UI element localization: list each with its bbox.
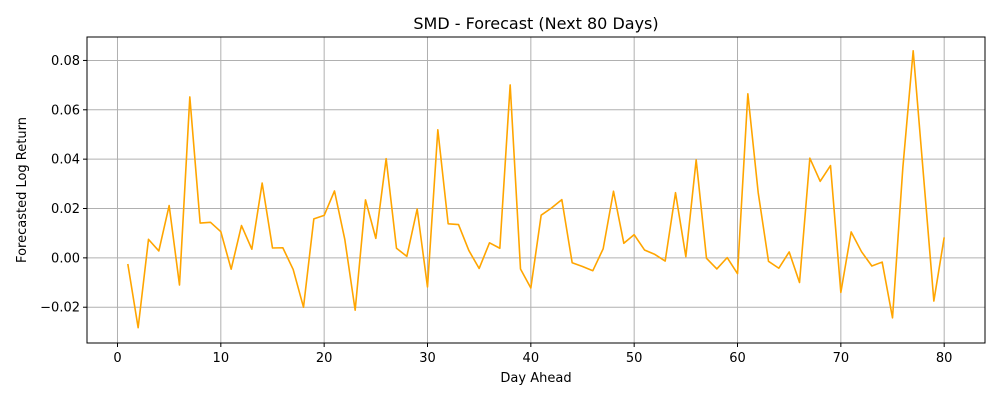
y-tick-label: 0.08	[51, 54, 80, 69]
x-tick-label: 30	[419, 351, 436, 366]
x-tick-label: 20	[316, 351, 333, 366]
x-axis: 0 10 20 30 40 50 60 70 80	[113, 343, 952, 366]
x-tick-label: 10	[213, 351, 230, 366]
y-tick-label: 0.06	[51, 103, 80, 118]
y-tick-label: 0.00	[51, 251, 80, 266]
series-layer	[127, 50, 945, 329]
x-tick-label: 50	[626, 351, 643, 366]
plot-frame	[86, 36, 986, 344]
y-tick-label: −0.02	[40, 301, 80, 316]
x-tick-label: 80	[936, 351, 953, 366]
y-axis: −0.02 0.00 0.02 0.04 0.06 0.08	[40, 54, 87, 316]
y-tick-label: 0.02	[51, 202, 80, 217]
x-tick-label: 0	[113, 351, 121, 366]
series-line	[127, 50, 945, 329]
chart-title: SMD - Forecast (Next 80 Days)	[413, 14, 658, 33]
grid	[87, 37, 985, 343]
x-tick-label: 60	[729, 351, 746, 366]
x-axis-label: Day Ahead	[500, 371, 571, 386]
y-axis-label: Forecasted Log Return	[15, 117, 30, 263]
x-tick-label: 70	[833, 351, 850, 366]
y-tick-label: 0.04	[51, 153, 80, 168]
x-tick-label: 40	[523, 351, 540, 366]
